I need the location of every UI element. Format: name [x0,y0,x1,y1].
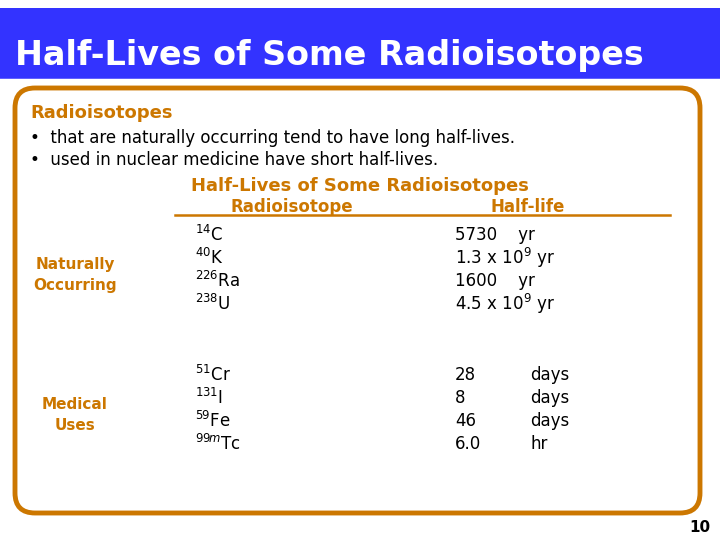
Text: $^{14}$C: $^{14}$C [195,225,223,245]
Text: $^{51}$Cr: $^{51}$Cr [195,365,231,385]
Text: Radioisotopes: Radioisotopes [30,104,173,122]
Text: $^{238}$U: $^{238}$U [195,294,230,314]
Bar [0,0,720,82]
Text: 1600    yr: 1600 yr [455,272,535,290]
Text: 6.0: 6.0 [455,435,481,453]
Text: 1.3 x 10$^{9}$ yr: 1.3 x 10$^{9}$ yr [455,246,555,270]
Bar [0,0,720,8]
Text: 8: 8 [455,389,466,407]
Text: $^{131}$I: $^{131}$I [195,388,223,408]
Text: Half-Lives of Some Radioisotopes: Half-Lives of Some Radioisotopes [191,177,529,195]
Text: 4.5 x 10$^{9}$ yr: 4.5 x 10$^{9}$ yr [455,292,555,316]
Text: days: days [530,412,570,430]
FancyBboxPatch shape [15,88,700,513]
Text: Naturally
Occurring: Naturally Occurring [33,257,117,293]
Text: •  that are naturally occurring tend to have long half-lives.: • that are naturally occurring tend to h… [30,129,515,147]
Text: Half-Lives of Some Radioisotopes: Half-Lives of Some Radioisotopes [15,38,644,71]
Text: $^{99m}$Tc: $^{99m}$Tc [195,434,241,454]
Text: days: days [530,389,570,407]
Text: $^{226}$Ra: $^{226}$Ra [195,271,240,291]
Text: $^{59}$Fe: $^{59}$Fe [195,411,231,431]
Text: Medical
Uses: Medical Uses [42,397,108,433]
Text: days: days [530,366,570,384]
Text: 28: 28 [455,366,476,384]
Text: •  used in nuclear medicine have short half-lives.: • used in nuclear medicine have short ha… [30,151,438,169]
Text: Half-life: Half-life [490,198,564,216]
Text: $^{40}$K: $^{40}$K [195,248,224,268]
Text: 5730    yr: 5730 yr [455,226,535,244]
Text: 10: 10 [690,521,711,536]
Text: Radioisotope: Radioisotope [230,198,353,216]
Text: hr: hr [530,435,547,453]
Text: 46: 46 [455,412,476,430]
